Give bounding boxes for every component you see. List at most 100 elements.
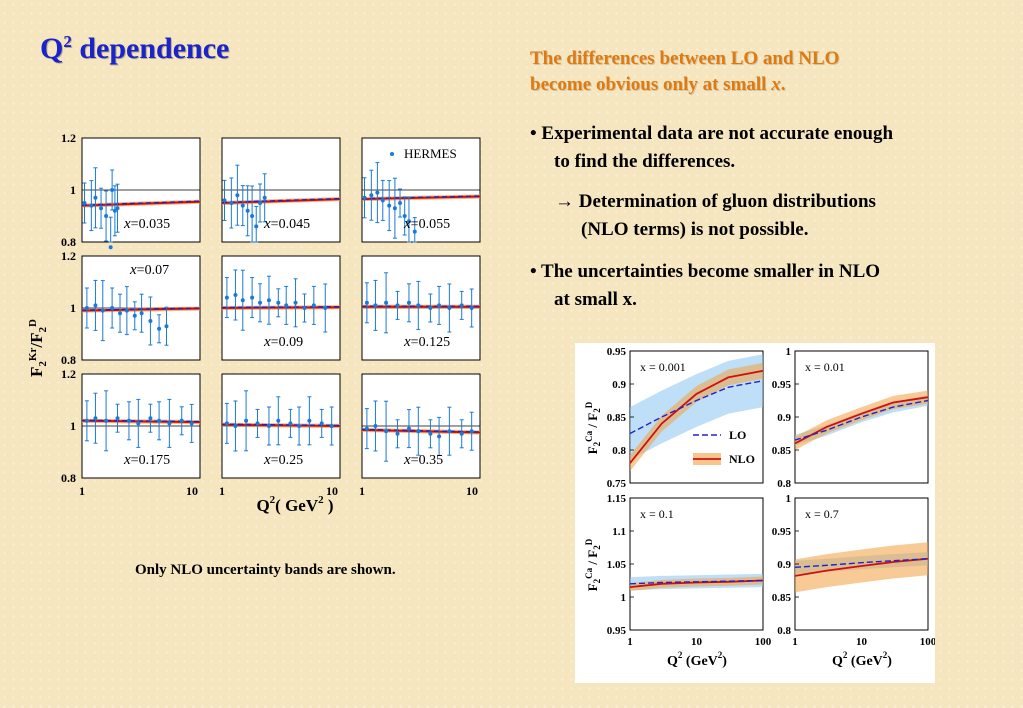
data-point	[380, 198, 385, 203]
y-tick-label: 0.85	[607, 412, 627, 424]
y-tick-label: 1.2	[61, 131, 76, 145]
x-tick-label: 10	[186, 484, 198, 498]
panel-x-label: x = 0.01	[805, 360, 845, 374]
title-main: Q	[40, 32, 64, 65]
data-point	[189, 421, 194, 426]
panel-x-label: x = 0.1	[640, 507, 674, 521]
y-tick-label: 1.2	[61, 367, 76, 381]
data-point	[364, 426, 369, 431]
y-tick-label: 0.8	[61, 471, 76, 485]
lo-line	[361, 428, 481, 433]
y-tick-label: 1.05	[607, 559, 627, 571]
data-point	[329, 424, 334, 428]
y-tick-label: 1.15	[607, 493, 627, 505]
nlo-band	[795, 542, 928, 593]
data-point	[395, 431, 400, 436]
data-point	[104, 418, 109, 423]
y-tick-label: 0.9	[777, 559, 791, 571]
y-tick-label: 0.95	[772, 379, 792, 391]
data-point	[373, 303, 378, 308]
y-tick-label: 0.8	[612, 445, 626, 457]
data-point	[288, 421, 293, 426]
data-point	[233, 424, 238, 428]
nlo-curve	[629, 369, 764, 464]
bullet-1-sub-line2: (NLO terms) is not possible.	[581, 219, 809, 240]
data-point	[250, 214, 255, 218]
data-point	[240, 298, 245, 303]
lo-line	[221, 306, 341, 309]
data-point	[245, 208, 250, 213]
data-point	[148, 319, 153, 323]
data-point	[362, 195, 367, 200]
x-tick-label: 1	[219, 484, 225, 498]
data-point	[110, 306, 115, 310]
data-point	[469, 429, 474, 434]
bullet-2: • The uncertainties become smaller in NL…	[530, 258, 880, 314]
data-point	[258, 300, 263, 305]
data-point	[240, 203, 245, 208]
data-point	[437, 303, 442, 308]
y-tick-label: 0.85	[772, 445, 792, 457]
data-point	[224, 295, 229, 300]
data-point	[428, 431, 433, 436]
y-tick-label: 0.95	[607, 625, 627, 637]
x-tick-label: 1	[359, 484, 365, 498]
headline-line2-prefix: become obvious only at small	[530, 74, 772, 95]
data-point	[392, 206, 397, 211]
data-point	[104, 214, 109, 218]
page-title: Q2 dependence	[40, 32, 229, 66]
headline-var: x	[771, 74, 781, 95]
data-point	[255, 421, 260, 426]
nlo-band	[630, 576, 763, 592]
data-point	[402, 214, 407, 218]
bullet-1-sub-line1: Determination of gluon distributions	[574, 191, 876, 212]
y-tick-label: 0.95	[607, 346, 627, 358]
lo-curve	[629, 579, 764, 585]
data-point	[384, 429, 389, 434]
data-point	[459, 431, 464, 436]
arrow-icon: →	[555, 191, 574, 212]
data-point	[293, 300, 298, 305]
lo-line	[221, 197, 341, 204]
data-point	[384, 300, 389, 305]
data-point	[118, 311, 123, 316]
y-tick-label: 1.1	[612, 526, 626, 538]
data-point	[284, 303, 289, 308]
y-tick-label: 0.85	[772, 592, 792, 604]
data-point	[373, 424, 378, 428]
title-sup: 2	[63, 32, 72, 51]
data-point	[136, 421, 141, 426]
x-tick-label: 1	[792, 636, 798, 648]
x-tick-label: 100	[755, 636, 772, 648]
data-point	[416, 429, 421, 434]
data-point	[307, 418, 312, 423]
data-point	[93, 303, 98, 308]
data-point	[297, 424, 302, 428]
y-tick-label: 0.95	[772, 526, 792, 538]
y-tick-label: 0.8	[61, 353, 76, 367]
data-point	[84, 306, 89, 310]
data-point	[82, 201, 87, 205]
data-point	[99, 206, 104, 211]
panel-x-label: x=0.125	[403, 334, 450, 350]
data-point	[395, 303, 400, 308]
data-point	[224, 421, 229, 426]
data-point	[115, 206, 120, 211]
right-xlabel-left: Q2 (GeV2)	[667, 650, 727, 669]
x-tick-label: 100	[920, 636, 935, 648]
right-ylabel-bottom: F2Ca / F2D	[584, 538, 602, 591]
data-point	[233, 293, 238, 297]
y-tick-label: 1	[786, 493, 792, 505]
data-point	[110, 188, 115, 192]
data-point	[447, 429, 452, 434]
left-ylabel: F2Kr/F2D	[27, 319, 49, 377]
left-xlabel: Q2( GeV2 )	[256, 494, 333, 515]
data-point	[84, 418, 89, 423]
nlo-curve	[794, 557, 929, 577]
data-point	[319, 421, 324, 426]
y-tick-label: 0.9	[777, 412, 791, 424]
lo-curve	[794, 399, 929, 441]
data-point	[222, 198, 227, 203]
